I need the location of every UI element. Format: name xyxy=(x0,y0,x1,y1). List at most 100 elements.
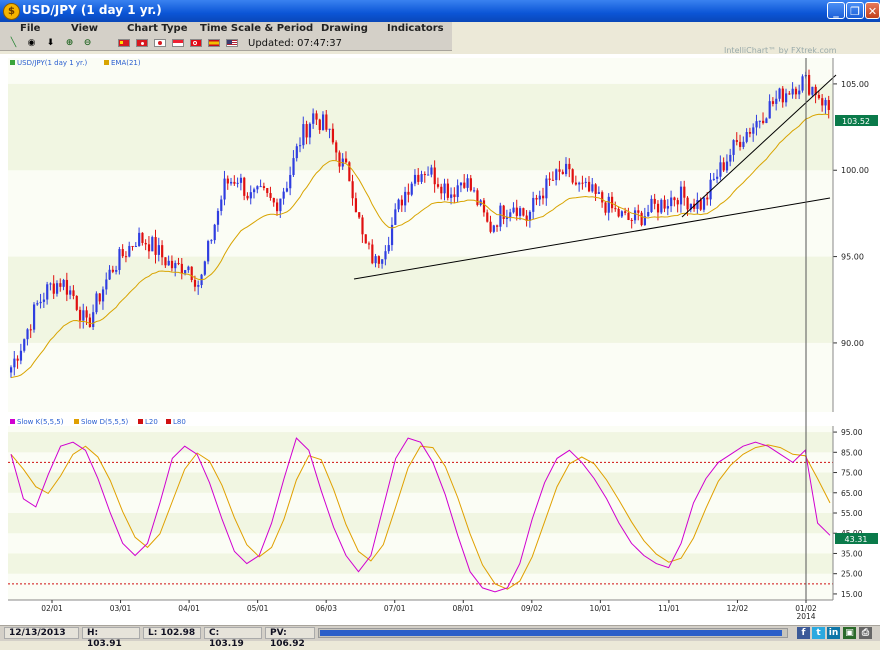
line-draw-icon[interactable]: ╲ xyxy=(10,38,17,48)
candle-body xyxy=(282,191,285,199)
candle-body xyxy=(775,98,778,104)
candle-body xyxy=(32,304,36,330)
candle-body xyxy=(624,211,627,213)
candle-body xyxy=(157,245,160,255)
candle-body xyxy=(660,199,663,213)
flag-hongkong-icon[interactable] xyxy=(136,39,148,47)
stoch-background xyxy=(8,426,833,600)
x-tick-label-8: 10/01 xyxy=(590,604,612,613)
zoom-out-icon[interactable]: ⊖ xyxy=(83,38,92,48)
candle-body xyxy=(101,289,105,302)
candle-body xyxy=(525,215,528,221)
flag-china-icon[interactable] xyxy=(118,39,130,47)
menu-chart-type[interactable]: Chart Type xyxy=(127,23,188,34)
candle-body xyxy=(643,216,647,226)
candle-body xyxy=(39,301,42,304)
price-candles xyxy=(10,69,830,378)
candle-body xyxy=(633,210,637,221)
candle-body xyxy=(532,197,535,212)
crosshair-icon[interactable]: ◉ xyxy=(27,38,36,48)
candle-body xyxy=(742,141,745,147)
candle-body xyxy=(542,195,545,199)
candle-body xyxy=(706,197,709,200)
legend-label-l20: L20 xyxy=(145,418,158,426)
candle-body xyxy=(210,240,213,242)
candle-body xyxy=(42,299,46,302)
save-icon[interactable]: ▣ xyxy=(843,627,856,639)
menu-indicators[interactable]: Indicators xyxy=(387,23,444,34)
candle-body xyxy=(371,244,374,264)
candle-body xyxy=(105,279,108,290)
flag-singapore-icon[interactable] xyxy=(172,39,184,47)
candle-body xyxy=(154,237,157,255)
candle-body xyxy=(788,93,791,95)
twitter-icon[interactable]: t xyxy=(812,627,825,639)
linkedin-icon[interactable]: in xyxy=(827,627,840,639)
candle-body xyxy=(59,283,62,287)
candle-body xyxy=(808,74,811,95)
flag-usa-icon[interactable] xyxy=(226,39,238,47)
status-pv: PV: 106.92 xyxy=(265,627,315,649)
candle-body xyxy=(492,225,495,232)
candle-body xyxy=(473,190,476,192)
candle-body xyxy=(597,192,601,194)
menu-drawing[interactable]: Drawing xyxy=(321,23,368,34)
title-bar: $ USD/JPY (1 day 1 yr.) _ ❐ ✕ xyxy=(0,0,880,22)
stoch-y-axis: 15.0025.0035.0045.0055.0065.0075.0085.00… xyxy=(832,426,863,600)
candle-body xyxy=(601,192,604,203)
candle-body xyxy=(328,128,331,130)
candle-body xyxy=(587,181,591,192)
flag-turkey-icon[interactable] xyxy=(190,39,202,47)
candle-body xyxy=(384,251,387,260)
candle-body xyxy=(732,140,735,155)
last-price-tag: 103.52 xyxy=(835,115,878,126)
legend-swatch-usdjpy xyxy=(10,60,15,65)
candle-body xyxy=(794,88,798,95)
candle-body xyxy=(82,310,85,321)
menu-time-scale[interactable]: Time Scale & Period xyxy=(200,23,314,34)
candle-body xyxy=(584,181,587,183)
facebook-icon[interactable]: f xyxy=(797,627,810,639)
candle-body xyxy=(223,178,226,200)
candle-body xyxy=(476,190,479,205)
minimize-button[interactable]: _ xyxy=(827,2,845,19)
candle-body xyxy=(512,207,515,213)
close-button[interactable]: ✕ xyxy=(865,2,880,19)
candle-body xyxy=(725,161,729,171)
restore-button[interactable]: ❐ xyxy=(846,2,864,19)
candle-body xyxy=(647,212,650,217)
menu-view[interactable]: View xyxy=(71,23,99,34)
arrow-down-icon[interactable]: ⬇ xyxy=(46,38,55,48)
candle-body xyxy=(778,88,781,99)
candle-body xyxy=(748,132,752,134)
chart-scrollbar[interactable] xyxy=(318,628,788,638)
candle-body xyxy=(213,224,216,241)
candle-body xyxy=(230,181,233,184)
candle-body xyxy=(404,191,407,206)
flag-spain-icon[interactable] xyxy=(208,39,220,47)
candle-body xyxy=(52,283,55,294)
candle-body xyxy=(131,245,134,247)
scrollbar-thumb[interactable] xyxy=(320,630,782,636)
candle-body xyxy=(167,260,170,266)
candle-body xyxy=(430,167,433,175)
candle-body xyxy=(338,152,341,167)
candle-body xyxy=(92,312,95,328)
print-icon[interactable]: ⎙ xyxy=(859,627,872,639)
candle-body xyxy=(253,189,256,193)
candle-body xyxy=(111,269,115,272)
stoch-ytick-label-6: 75.00 xyxy=(841,469,863,478)
flag-japan-icon[interactable] xyxy=(154,39,166,47)
price-background xyxy=(8,58,833,412)
candle-body xyxy=(78,309,82,321)
legend-swatch-l20 xyxy=(138,419,143,424)
chart-svg[interactable]: 90.00 95.00 100.00 105.00 103.52 USD/JPY(1 … xyxy=(0,54,880,625)
candle-body xyxy=(433,167,436,185)
candle-body xyxy=(450,194,453,198)
price-ytick-label-2: 100.00 xyxy=(841,166,869,175)
menu-file[interactable]: File xyxy=(20,23,41,34)
stoch-last-tag: 43.31 xyxy=(835,533,878,544)
candle-body xyxy=(538,195,541,200)
zoom-in-icon[interactable]: ⊕ xyxy=(65,38,74,48)
candle-body xyxy=(663,199,666,209)
